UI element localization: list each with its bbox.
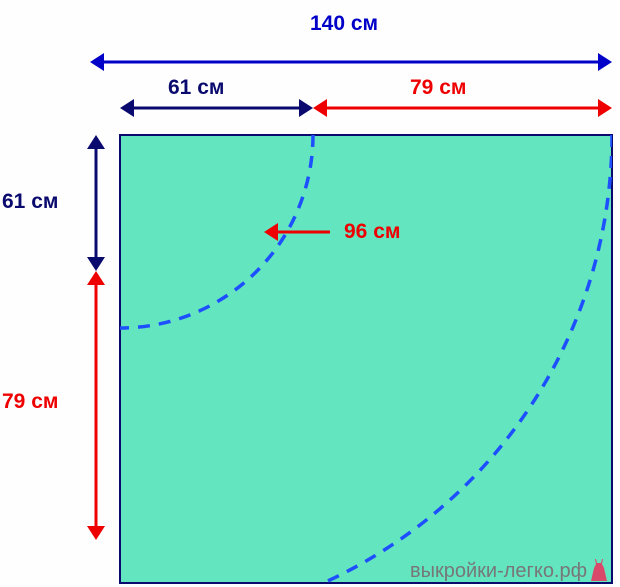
dim-left-upper: 61 см — [2, 190, 58, 214]
pattern-diagram — [0, 0, 620, 587]
dim-top-right: 79 см — [410, 76, 466, 100]
watermark: выкройки-легко.рф — [410, 555, 607, 583]
fabric-square — [120, 135, 612, 583]
dim-arc-length: 96 см — [344, 220, 400, 244]
dress-icon — [591, 559, 607, 581]
dim-top-left: 61 см — [168, 76, 224, 100]
dim-top-total: 140 см — [310, 12, 378, 36]
watermark-text: выкройки-легко.рф — [410, 560, 587, 582]
dim-left-lower: 79 см — [2, 390, 58, 414]
